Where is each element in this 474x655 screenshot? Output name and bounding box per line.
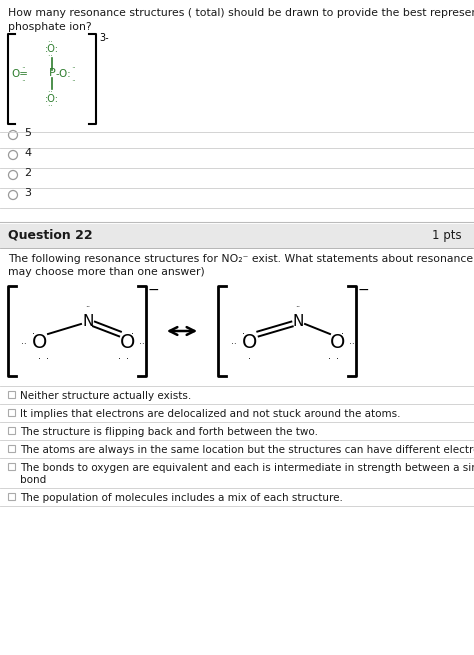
Bar	[8, 409, 15, 416]
Bar	[8, 445, 15, 452]
Text: ·: ·	[337, 354, 339, 364]
Text: −: −	[148, 283, 160, 297]
Text: ·: ·	[243, 329, 246, 339]
Text: The population of molecules includes a mix of each structure.: The population of molecules includes a m…	[20, 493, 343, 503]
Text: ··: ··	[22, 77, 27, 86]
Text: ·: ·	[131, 329, 135, 339]
Text: ··: ··	[72, 64, 76, 73]
Text: ·: ·	[33, 329, 36, 339]
Bar	[8, 391, 15, 398]
Text: 3-: 3-	[99, 33, 109, 43]
Text: ··: ··	[72, 77, 76, 86]
Text: ·: ·	[127, 354, 129, 364]
Text: ··: ··	[48, 52, 55, 61]
Text: O=: O=	[11, 69, 28, 79]
Text: O: O	[330, 333, 346, 352]
Text: ·: ·	[328, 354, 331, 364]
Text: O: O	[242, 333, 258, 352]
Text: phosphate ion?: phosphate ion?	[8, 22, 91, 32]
Text: P: P	[49, 68, 55, 78]
Text: 1 pts: 1 pts	[432, 229, 462, 242]
Text: It implies that electrons are delocalized and not stuck around the atoms.: It implies that electrons are delocalize…	[20, 409, 401, 419]
Text: 4: 4	[24, 148, 31, 158]
Text: N: N	[82, 314, 94, 329]
Text: ··: ··	[231, 340, 237, 349]
Text: ··: ··	[22, 64, 27, 73]
Text: ·: ·	[38, 354, 42, 364]
Text: 3: 3	[24, 188, 31, 198]
Text: O: O	[32, 333, 48, 352]
Bar	[8, 427, 15, 434]
Text: ··: ··	[139, 340, 145, 349]
Text: −: −	[358, 283, 370, 297]
Text: N: N	[292, 314, 304, 329]
Text: ·: ·	[46, 354, 49, 364]
Text: Neither structure actually exists.: Neither structure actually exists.	[20, 391, 191, 401]
Text: ··: ··	[48, 38, 55, 47]
Bar	[8, 463, 15, 470]
Text: 5: 5	[24, 128, 31, 138]
Text: Question 22: Question 22	[8, 229, 92, 242]
Text: ··: ··	[48, 88, 55, 97]
Text: The following resonance structures for NO₂⁻ exist. What statements about resonan: The following resonance structures for N…	[8, 254, 474, 264]
Text: ··: ··	[48, 102, 55, 111]
Text: The structure is flipping back and forth between the two.: The structure is flipping back and forth…	[20, 427, 318, 437]
Text: bond: bond	[20, 475, 46, 485]
Text: ·: ·	[118, 354, 121, 364]
Text: The bonds to oxygen are equivalent and each is intermediate in strength between : The bonds to oxygen are equivalent and e…	[20, 463, 474, 473]
Text: ··: ··	[349, 340, 355, 349]
Bar	[8, 493, 15, 500]
Text: :O:: :O:	[45, 94, 59, 104]
Text: O: O	[120, 333, 136, 352]
Text: ·: ·	[341, 329, 345, 339]
Text: ··: ··	[21, 340, 27, 349]
Text: :O:: :O:	[45, 44, 59, 54]
Text: 2: 2	[24, 168, 31, 178]
Text: -O:: -O:	[56, 69, 72, 79]
Text: may choose more than one answer): may choose more than one answer)	[8, 267, 205, 277]
Text: How many resonance structures ( total) should be drawn to provide the best repre: How many resonance structures ( total) s…	[8, 8, 474, 18]
Text: ··: ··	[295, 303, 301, 312]
Text: ··: ··	[85, 303, 91, 312]
Text: ·: ·	[248, 354, 252, 364]
Text: The atoms are always in the same location but the structures can have different : The atoms are always in the same locatio…	[20, 445, 474, 455]
FancyBboxPatch shape	[0, 224, 474, 248]
